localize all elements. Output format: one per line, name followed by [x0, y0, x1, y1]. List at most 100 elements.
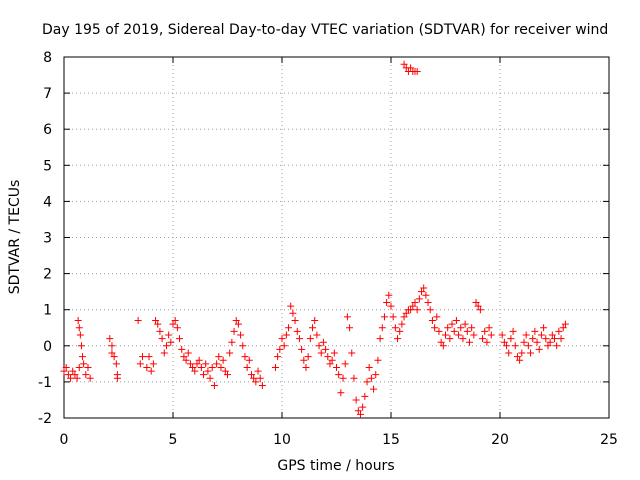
- data-point: [298, 345, 306, 353]
- data-point: [77, 342, 85, 350]
- data-point: [328, 356, 336, 364]
- data-point: [372, 371, 380, 379]
- data-point: [189, 363, 197, 371]
- x-tick-label: 15: [382, 432, 400, 448]
- data-point: [415, 295, 423, 303]
- data-point: [437, 338, 445, 346]
- data-point: [64, 371, 72, 379]
- y-tick-label: 5: [43, 158, 52, 174]
- data-point: [162, 342, 170, 350]
- data-point: [295, 335, 303, 343]
- data-point: [354, 407, 362, 415]
- data-point: [426, 306, 434, 314]
- data-point: [247, 371, 255, 379]
- data-point: [154, 320, 162, 328]
- data-point: [79, 353, 87, 361]
- data-point: [86, 374, 94, 382]
- data-point: [224, 371, 231, 379]
- data-point: [398, 320, 406, 328]
- data-point: [134, 317, 142, 325]
- data-point: [300, 356, 308, 364]
- data-point: [138, 353, 146, 361]
- data-point: [309, 324, 317, 332]
- x-tick-label: 0: [60, 432, 69, 448]
- y-tick-label: -2: [38, 411, 52, 427]
- data-point: [319, 338, 327, 346]
- data-point: [409, 302, 417, 310]
- data-point: [448, 320, 456, 328]
- data-points: [60, 60, 569, 418]
- data-point: [178, 345, 186, 353]
- data-point: [455, 331, 463, 339]
- data-point: [215, 353, 223, 361]
- data-point: [333, 363, 340, 371]
- data-point: [256, 374, 264, 382]
- data-point: [522, 331, 530, 339]
- data-point: [365, 363, 373, 371]
- data-point: [352, 396, 360, 404]
- data-point: [315, 342, 323, 350]
- data-point: [428, 317, 436, 325]
- data-point: [442, 331, 449, 339]
- data-point: [147, 367, 155, 375]
- data-point: [524, 342, 532, 350]
- data-point: [487, 331, 495, 339]
- data-point: [380, 313, 388, 321]
- data-point: [363, 378, 371, 386]
- x-tick-label: 25: [600, 432, 618, 448]
- data-point: [500, 338, 508, 346]
- data-point: [537, 331, 545, 339]
- y-axis-label: SDTVAR / TECUs: [7, 180, 23, 295]
- data-point: [463, 327, 471, 335]
- data-point: [551, 335, 558, 343]
- data-point: [234, 320, 242, 328]
- data-point: [413, 306, 421, 314]
- data-point: [444, 324, 452, 332]
- data-point: [507, 335, 515, 343]
- data-point: [411, 298, 419, 306]
- data-point: [112, 360, 120, 368]
- grid-lines: [64, 57, 609, 418]
- data-point: [446, 335, 454, 343]
- data-point: [169, 320, 177, 328]
- x-ticks: 0 5 10 15 20 25: [60, 57, 618, 448]
- data-point: [75, 363, 83, 371]
- data-point: [200, 371, 208, 379]
- data-point: [439, 342, 447, 350]
- data-point: [158, 335, 166, 343]
- data-point: [317, 349, 325, 357]
- data-point: [341, 360, 349, 368]
- data-point: [250, 374, 258, 382]
- data-point: [302, 363, 310, 371]
- data-point: [291, 317, 299, 325]
- data-point: [108, 349, 116, 357]
- data-point: [149, 360, 157, 368]
- data-point: [184, 349, 192, 357]
- data-point: [191, 367, 199, 375]
- data-point: [511, 342, 519, 350]
- data-point: [413, 67, 421, 75]
- data-point: [431, 324, 439, 332]
- y-tick-label: 0: [43, 339, 52, 355]
- data-point: [370, 385, 378, 393]
- data-point: [210, 382, 218, 390]
- data-point: [258, 382, 266, 390]
- data-point: [422, 291, 430, 299]
- data-point: [254, 367, 262, 375]
- data-point: [173, 324, 181, 332]
- data-point: [361, 392, 369, 400]
- data-point: [385, 291, 393, 299]
- data-point: [176, 335, 184, 343]
- data-point: [293, 327, 301, 335]
- data-point: [67, 374, 75, 382]
- data-point: [400, 313, 408, 321]
- y-tick-label: 8: [43, 50, 52, 66]
- data-point: [498, 331, 506, 339]
- data-point: [71, 371, 79, 379]
- data-point: [529, 335, 537, 343]
- data-point: [167, 338, 175, 346]
- data-point: [339, 374, 347, 382]
- data-point: [62, 363, 70, 371]
- data-point: [559, 324, 567, 332]
- data-point: [367, 374, 375, 382]
